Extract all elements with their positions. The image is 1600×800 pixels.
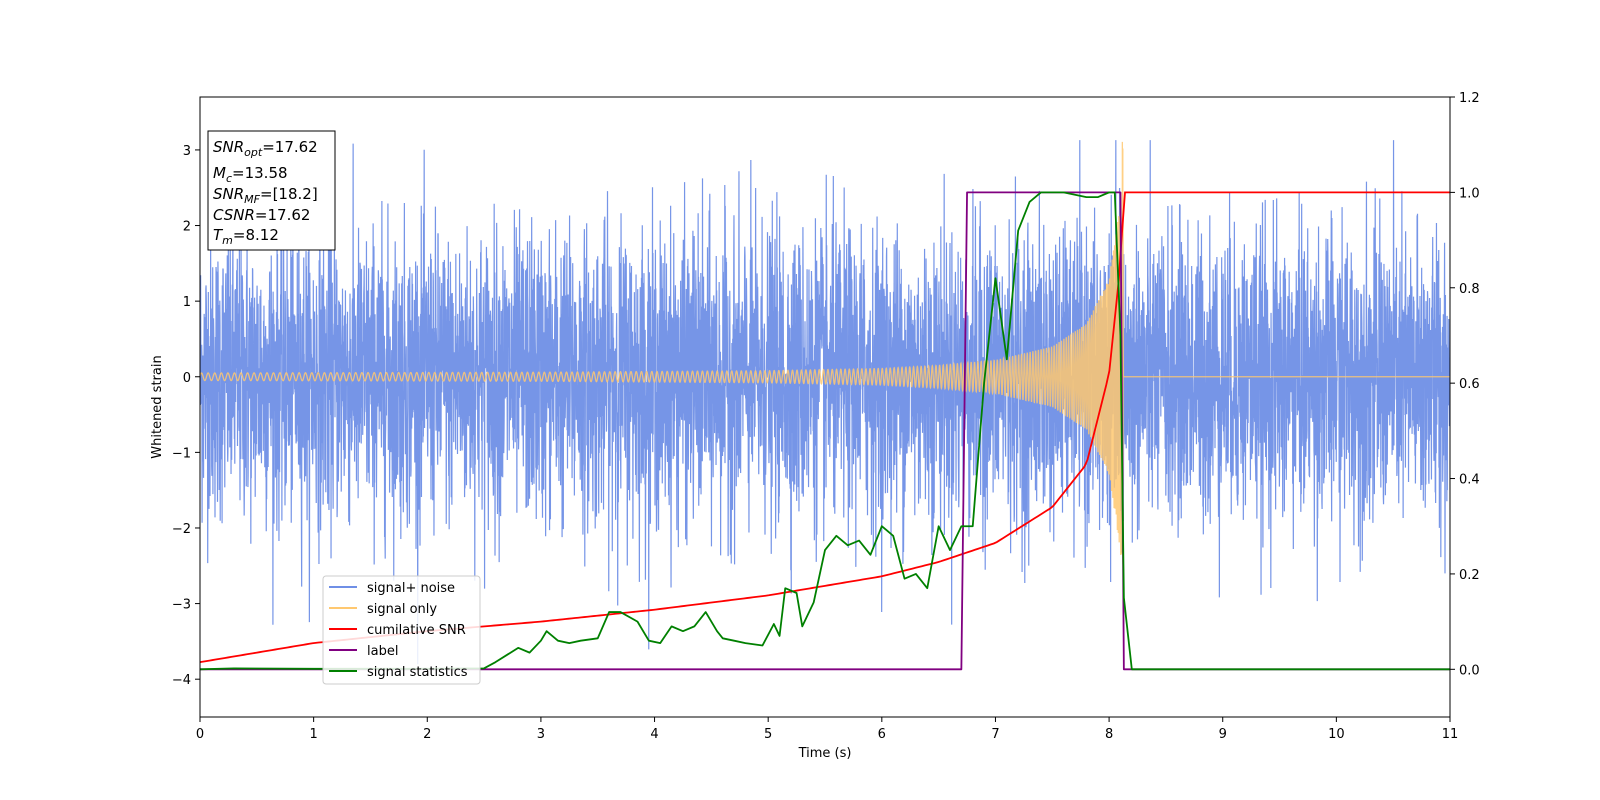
y-tick-label: 3 xyxy=(183,144,191,159)
legend-label-signal-only: signal only xyxy=(367,602,437,617)
x-tick-label: 3 xyxy=(537,727,545,742)
y2-tick-label: 0.4 xyxy=(1459,473,1480,488)
y2-tick-label: 1.0 xyxy=(1459,186,1480,201)
info-box-frame xyxy=(207,130,336,251)
y2-tick-label: 0.0 xyxy=(1459,663,1480,678)
x-tick-label: 9 xyxy=(1219,727,1227,742)
y2-tick-label: 0.2 xyxy=(1459,568,1480,583)
x-tick-label: 1 xyxy=(309,727,317,742)
y-tick-label: 1 xyxy=(183,295,191,310)
y-tick-label: 2 xyxy=(183,220,191,235)
x-tick-label: 11 xyxy=(1442,727,1459,742)
x-tick-label: 6 xyxy=(878,727,886,742)
series-signal-only xyxy=(200,141,1450,565)
series-signal-noise xyxy=(200,140,1450,665)
x-tick-label: 4 xyxy=(650,727,658,742)
x-tick-label: 7 xyxy=(991,727,999,742)
legend-label-signal-statistics: signal statistics xyxy=(367,665,468,680)
info-csnr: CSNR=17.62 xyxy=(213,206,310,224)
y-tick-label: 0 xyxy=(183,371,191,386)
plot-frame xyxy=(199,96,1451,718)
y-tick-label: −4 xyxy=(172,673,191,688)
legend-frame xyxy=(322,575,481,685)
legend-label-cumulative-snr: cumilative SNR xyxy=(367,623,466,638)
info-tm: Tm=8.12 xyxy=(213,226,279,247)
legend-label-signal-noise: signal+ noise xyxy=(367,581,455,596)
legend: signal+ noise signal only cumilative SNR… xyxy=(322,575,481,685)
info-snr-opt: SNRopt=17.62 xyxy=(213,138,318,159)
y-tick-label: −2 xyxy=(172,522,191,537)
x-tick-label: 5 xyxy=(764,727,772,742)
info-snr-mf: SNRMF=[18.2] xyxy=(213,185,318,206)
legend-label-label: label xyxy=(367,644,398,659)
x-axis: 0 1 2 3 4 5 6 7 8 9 10 11 xyxy=(196,717,1458,742)
y2-tick-label: 1.2 xyxy=(1459,91,1480,106)
y2-tick-label: 0.8 xyxy=(1459,282,1480,297)
x-tick-label: 10 xyxy=(1328,727,1345,742)
x-tick-label: 8 xyxy=(1105,727,1113,742)
x-tick-label: 2 xyxy=(423,727,431,742)
y-axis-title: Whitened strain xyxy=(150,355,165,458)
y-tick-label: −1 xyxy=(172,446,191,461)
x-axis-title: Time (s) xyxy=(798,746,852,761)
x-tick-label: 0 xyxy=(196,727,204,742)
info-mc: Mc=13.58 xyxy=(213,164,288,185)
y-tick-label: −3 xyxy=(172,598,191,613)
info-box: SNRopt=17.62 Mc=13.58 SNRMF=[18.2] CSNR=… xyxy=(207,130,336,251)
y-axis-left: −4 −3 −2 −1 0 1 2 3 xyxy=(172,144,200,688)
y-axis-right: 0.0 0.2 0.4 0.6 0.8 1.0 1.2 xyxy=(1450,91,1480,678)
series-signal-statistics xyxy=(200,191,1450,671)
y2-tick-label: 0.6 xyxy=(1459,377,1480,392)
